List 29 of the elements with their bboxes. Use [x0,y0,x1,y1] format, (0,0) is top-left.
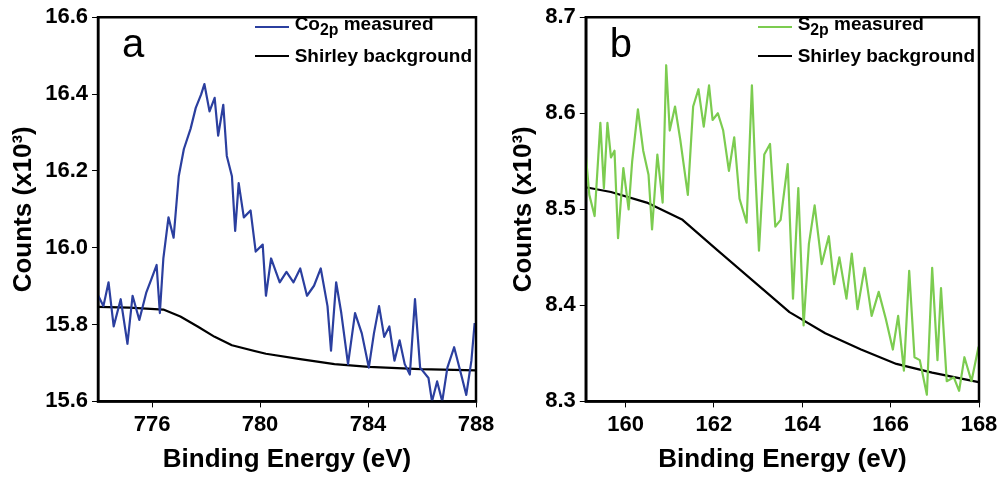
y-tick-label: 8.3 [545,387,576,413]
annotation: b [609,21,633,66]
legend-label: Shirley background [294,44,472,68]
x-axis-title: Binding Energy (eV) [162,442,412,473]
y-tick-label: 8.7 [545,3,576,29]
legend-label: Co$_{2p}$ measured [294,12,434,40]
x-tick-label: 784 [349,410,388,436]
x-tick-label: 168 [960,410,998,436]
y-axis-title: Counts (x10³) [506,126,537,293]
y-tick-label: 15.6 [45,387,89,413]
y-tick-label: 16.6 [45,3,89,29]
y-tick-label: 16.0 [45,233,89,259]
y-tick-label: 8.5 [545,195,576,221]
x-tick-label: 776 [133,410,171,436]
y-tick-label: 16.4 [45,80,89,106]
x-tick-label: 780 [241,410,279,436]
x-axis-title: Binding Energy (eV) [658,442,907,473]
x-tick-label: 164 [783,410,822,436]
x-tick-label: 160 [607,410,644,436]
annotation: a [122,21,145,66]
y-axis-title: Counts (x10³) [6,126,37,293]
x-tick-label: 788 [457,410,495,436]
y-tick-label: 8.6 [545,99,576,125]
legend-label: Shirley background [797,44,975,68]
x-tick-label: 162 [695,410,733,436]
x-tick-label: 166 [872,410,909,436]
y-tick-label: 8.4 [545,291,577,317]
y-tick-label: 15.8 [45,310,89,336]
y-tick-label: 16.2 [45,156,89,182]
